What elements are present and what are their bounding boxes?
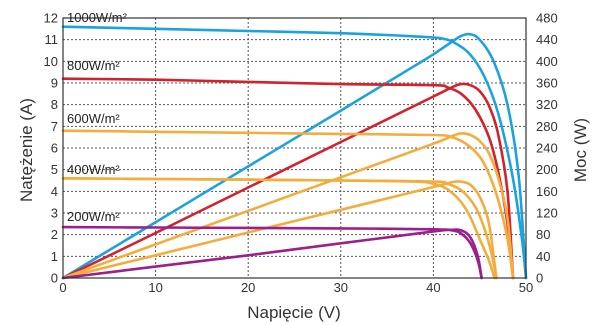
y-right-tick-label: 400 [536,54,558,69]
y-right-tick-label: 80 [536,227,550,242]
y-right-tick-label: 280 [536,119,558,134]
x-tick-label: 10 [148,280,162,295]
x-tick-label: 50 [519,280,533,295]
y-right-tick-label: 200 [536,162,558,177]
power-curve-0 [61,32,528,280]
x-tick-label: 0 [59,280,66,295]
y-left-tick-label: 0 [51,271,58,286]
y-left-tick-label: 11 [45,32,59,47]
x-tick-label: 40 [426,280,440,295]
power-curve-4 [61,228,483,280]
y-right-tick-label: 160 [536,184,558,199]
curves [61,25,528,280]
y-right-tick-label: 240 [536,141,558,156]
irr-label-600: 600W/m² [67,111,120,126]
current-curve-1 [61,77,515,280]
irr-label-400: 400W/m² [67,162,120,177]
y-right-tick-label: 120 [536,206,558,221]
y-left-tick-label: 7 [51,119,58,134]
current-curve-3 [61,177,498,280]
power-curve-3 [61,180,498,280]
grid [63,18,526,278]
power-curve-2 [61,132,515,280]
irr-label-1000: 1000W/m² [67,10,128,25]
y-left-tick-label: 2 [51,227,58,242]
y-left-tick-label: 12 [44,11,58,26]
y-right-tick-label: 440 [536,32,558,47]
y-right-tick-label: 360 [536,76,558,91]
x-tick-label: 20 [241,280,255,295]
y-left-tick-label: 8 [51,97,58,112]
y-left-tick-label: 3 [51,206,58,221]
y-right-tick-label: 480 [536,11,558,26]
y-left-tick-label: 1 [51,249,58,264]
current-curve-0 [61,25,528,280]
plot-frame [62,17,527,279]
y-right-tick-label: 40 [536,249,550,264]
irradiance-labels: 1000W/m² 800W/m² 600W/m² 400W/m² 200W/m² [67,10,128,224]
x-axis-title: Napięcie (V) [247,303,341,322]
y-right-tick-label: 320 [536,97,558,112]
y-left-tick-label: 5 [51,162,58,177]
y-right-tick-label: 0 [536,271,543,286]
current-curve-2 [61,129,515,280]
y-axis-title-right: Moc (W) [571,118,590,182]
tick-labels: 0 10 20 30 40 5001234567891011120408012016020… [44,11,558,296]
y-left-tick-label: 9 [51,76,58,91]
power-curve-1 [61,82,515,280]
y-axis-title-left: Natężenie (A) [17,98,36,202]
y-left-tick-label: 6 [51,141,58,156]
x-tick-label: 30 [334,280,348,295]
irr-label-800: 800W/m² [67,58,120,73]
y-left-tick-label: 4 [51,184,58,199]
current-curve-4 [61,225,483,280]
y-left-tick-label: 10 [44,54,58,69]
irr-label-200: 200W/m² [67,209,120,224]
